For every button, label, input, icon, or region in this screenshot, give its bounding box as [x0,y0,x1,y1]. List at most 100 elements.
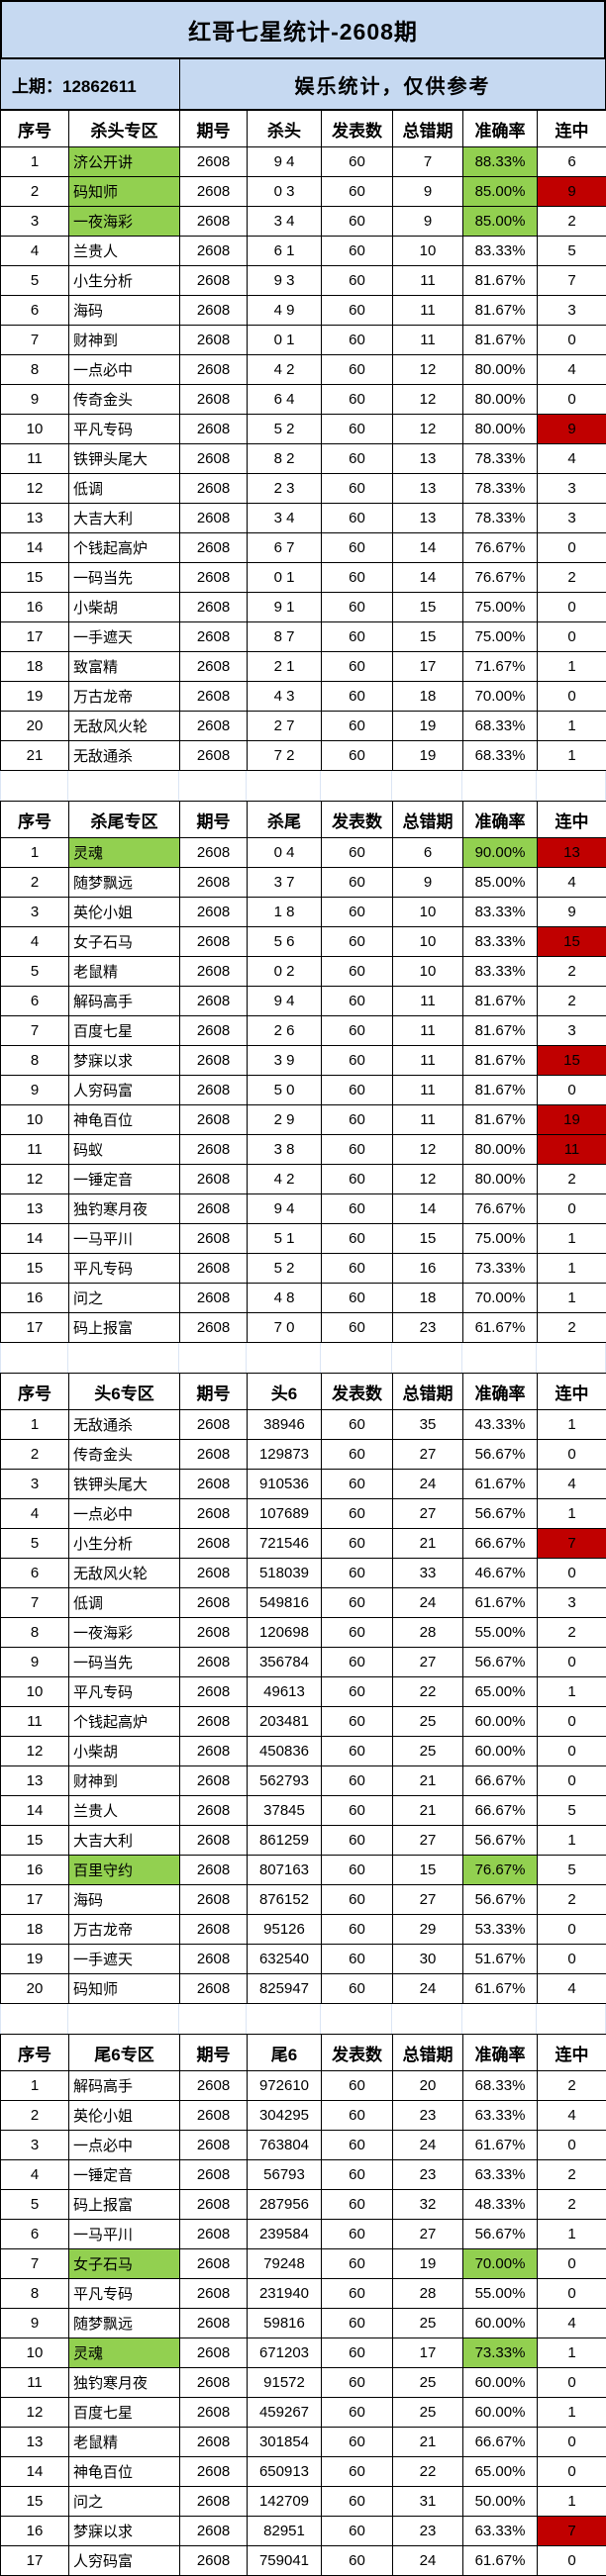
col-header-accuracy: 准确率 [463,111,538,147]
prediction-cell: 0 1 [248,326,322,355]
zone-cell: 码上报富 [69,1313,180,1343]
zone-cell: 传奇金头 [69,1440,180,1470]
index-cell: 13 [1,504,69,533]
prediction-cell: 910536 [248,1470,322,1499]
prediction-cell: 9 4 [248,147,322,177]
streak-cell: 1 [538,1254,606,1284]
zone-cell: 一马平川 [69,1224,180,1254]
accuracy-cell: 81.67% [463,1016,538,1046]
published-count-cell: 60 [322,838,393,868]
issue-cell: 2608 [180,1974,248,2004]
col-header-prediction: 尾6 [248,2035,322,2071]
wrong-periods-cell: 14 [393,533,463,563]
published-count-cell: 60 [322,1945,393,1974]
index-cell: 5 [1,957,69,987]
published-count-cell: 60 [322,1766,393,1796]
index-cell: 12 [1,2398,69,2428]
issue-cell: 2608 [180,2398,248,2428]
issue-cell: 2608 [180,1410,248,1440]
published-count-cell: 60 [322,1796,393,1826]
index-cell: 2 [1,177,69,207]
col-header-index: 序号 [1,111,69,147]
issue-cell: 2608 [180,2071,248,2101]
zone-cell: 济公开讲 [69,147,180,177]
streak-cell: 2 [538,987,606,1016]
wrong-periods-cell: 19 [393,712,463,741]
index-cell: 13 [1,1766,69,1796]
streak-cell: 7 [538,1529,606,1559]
published-count-cell: 60 [322,2457,393,2487]
index-cell: 16 [1,1284,69,1313]
index-cell: 12 [1,1165,69,1194]
published-count-cell: 60 [322,2517,393,2546]
streak-cell: 0 [538,1559,606,1588]
wrong-periods-cell: 10 [393,927,463,957]
published-count-cell: 60 [322,385,393,415]
prediction-cell: 8 7 [248,622,322,652]
zone-cell: 低调 [69,474,180,504]
published-count-cell: 60 [322,1224,393,1254]
issue-cell: 2608 [180,207,248,237]
wrong-periods-cell: 11 [393,1046,463,1076]
streak-cell: 3 [538,1016,606,1046]
prediction-cell: 4 8 [248,1284,322,1313]
streak-cell: 0 [538,593,606,622]
issue-cell: 2608 [180,2249,248,2279]
zone-cell: 个钱起高炉 [69,533,180,563]
zone-cell: 随梦飘远 [69,2309,180,2338]
spacer-cell [321,2004,392,2034]
index-cell: 13 [1,1194,69,1224]
spacer-cell [537,771,606,801]
streak-cell: 0 [538,1648,606,1677]
zone-cell: 人穷码富 [69,1076,180,1105]
prediction-cell: 37845 [248,1796,322,1826]
prediction-cell: 9 4 [248,1194,322,1224]
index-cell: 14 [1,1796,69,1826]
published-count-cell: 60 [322,1194,393,1224]
streak-cell: 0 [538,1707,606,1737]
issue-cell: 2608 [180,2131,248,2160]
streak-cell: 7 [538,266,606,296]
header-row: 序号杀头专区期号杀头发表数总错期准确率连中 [1,111,606,147]
prediction-cell: 549816 [248,1588,322,1618]
zone-cell: 解码高手 [69,2071,180,2101]
issue-cell: 2608 [180,1766,248,1796]
zone-cell: 一码当先 [69,563,180,593]
published-count-cell: 60 [322,2249,393,2279]
col-header-prediction: 杀头 [248,111,322,147]
issue-cell: 2608 [180,1529,248,1559]
issue-cell: 2608 [180,1648,248,1677]
index-cell: 5 [1,2190,69,2220]
prediction-cell: 459267 [248,2398,322,2428]
streak-cell: 5 [538,1856,606,1885]
accuracy-cell: 83.33% [463,898,538,927]
zone-cell: 大吉大利 [69,1826,180,1856]
streak-cell: 0 [538,622,606,652]
streak-cell: 0 [538,326,606,355]
streak-cell: 13 [538,838,606,868]
accuracy-cell: 81.67% [463,296,538,326]
index-cell: 16 [1,1856,69,1885]
sub-header-bar: 上期：12862611 娱乐统计，仅供参考 [0,59,606,110]
prediction-cell: 6 4 [248,385,322,415]
col-header-issue: 期号 [180,111,248,147]
